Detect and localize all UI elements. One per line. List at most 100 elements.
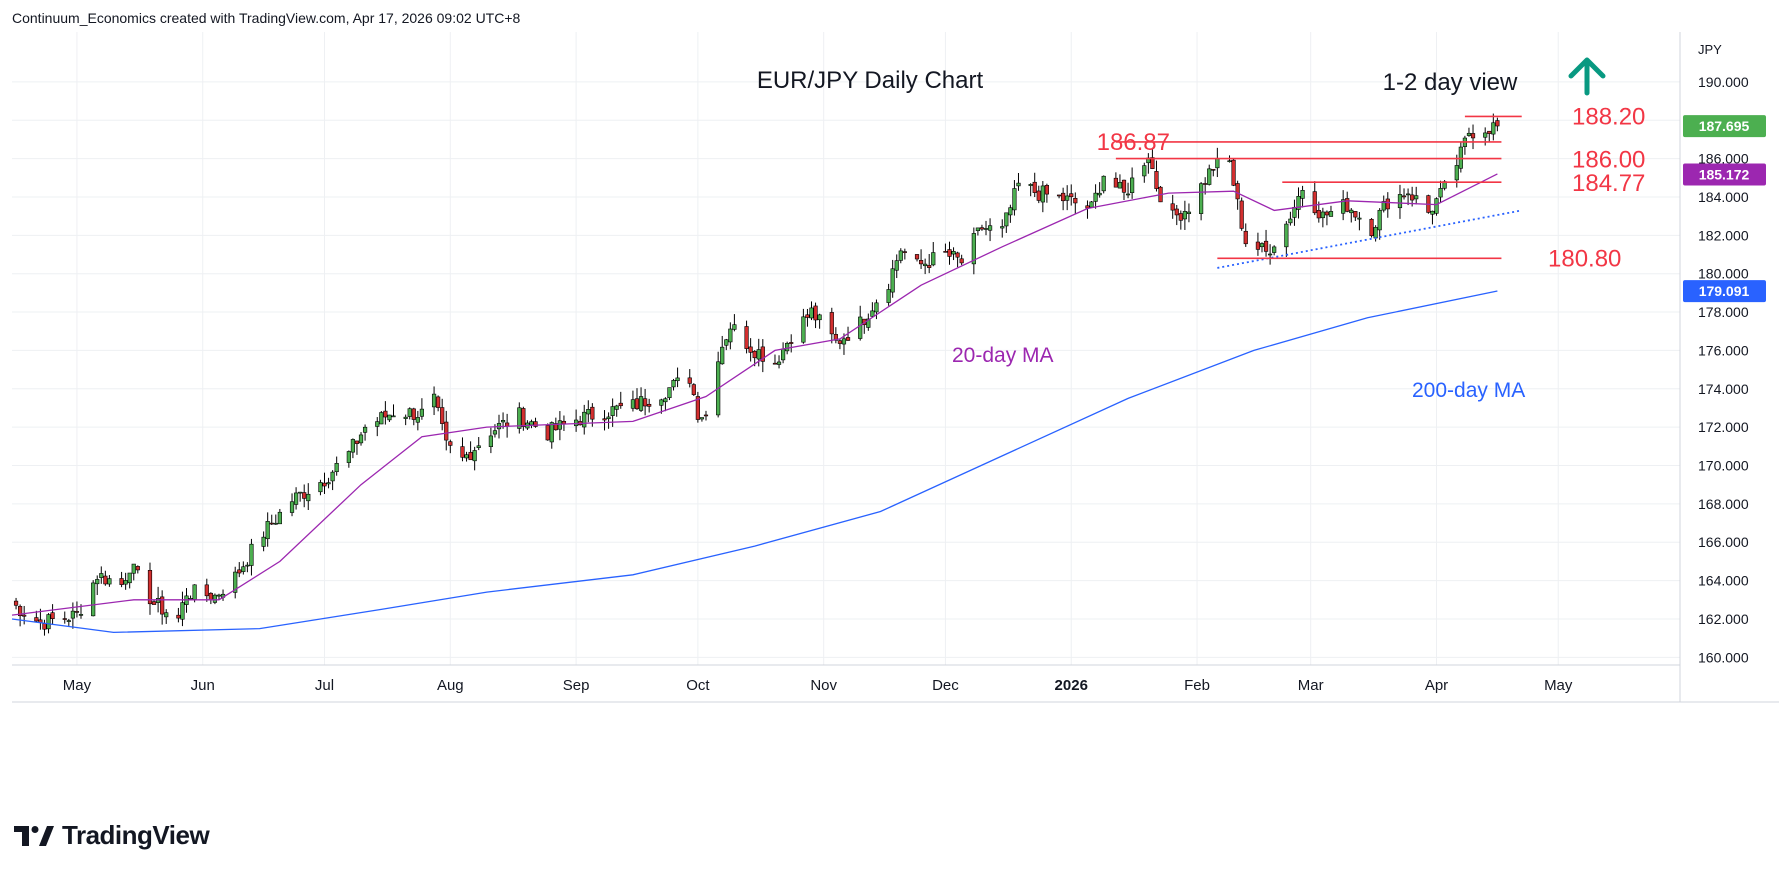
candle-body: [1324, 211, 1330, 216]
candle-body: [1405, 193, 1411, 196]
candle-body: [13, 600, 19, 606]
candle-body: [1125, 193, 1131, 196]
candle-body: [1414, 195, 1419, 200]
x-tick-label: Apr: [1425, 677, 1448, 694]
candle-body: [1328, 211, 1334, 217]
tradingview-logo-icon: [14, 825, 54, 846]
candle-body: [107, 578, 112, 585]
candle-body: [500, 420, 506, 423]
candle-body: [1296, 196, 1301, 210]
y-tick-label: 178.000: [1698, 304, 1749, 320]
y-tick-label: 160.000: [1698, 649, 1749, 665]
candle-body: [375, 421, 380, 427]
candle-body: [1491, 122, 1496, 135]
candle-body: [176, 614, 181, 619]
tradingview-brand-text: TradingView: [62, 820, 210, 850]
candle-body: [1377, 209, 1382, 231]
candle-body: [1430, 210, 1435, 215]
candle-body: [298, 491, 303, 494]
candle-body: [1061, 192, 1066, 202]
candle-body: [306, 493, 311, 502]
y-tick-label: 182.000: [1698, 227, 1749, 243]
candle-body: [923, 263, 928, 267]
candle-body: [1056, 194, 1062, 197]
candle-body: [1268, 253, 1273, 256]
candle-body: [752, 350, 757, 359]
candle-body: [1235, 183, 1240, 200]
candle-body: [468, 451, 473, 461]
candle-body: [208, 592, 213, 601]
price-badge-label: 185.172: [1699, 166, 1750, 182]
candle-body: [1438, 188, 1443, 198]
level-label: 180.80: [1548, 245, 1621, 272]
candle-body: [748, 346, 753, 353]
candle-body: [870, 310, 875, 317]
candle-body: [780, 348, 786, 361]
candle-body: [1170, 203, 1175, 211]
y-tick-label: 176.000: [1698, 342, 1749, 358]
candle-body: [1182, 211, 1187, 220]
candle-body: [1199, 183, 1204, 214]
candle-body: [91, 582, 96, 617]
candle-body: [330, 471, 335, 482]
candle-body: [1300, 189, 1305, 199]
candle-body: [744, 326, 749, 349]
candle-body: [1288, 218, 1293, 224]
candle-body: [971, 233, 976, 265]
candle-body: [245, 564, 250, 567]
level-label: 188.20: [1572, 103, 1645, 130]
candle-body: [890, 268, 895, 293]
candle-body: [1353, 211, 1358, 218]
candle-body: [403, 416, 408, 419]
candle-body: [557, 420, 562, 430]
candle-body: [517, 407, 522, 429]
candle-body: [1259, 243, 1265, 248]
candle-body: [858, 316, 863, 339]
y-tick-label: 170.000: [1698, 458, 1749, 474]
candle-body: [1032, 181, 1037, 193]
price-badge-label: 179.091: [1699, 283, 1750, 299]
candle-body: [983, 228, 989, 230]
x-tick-label: 2026: [1055, 677, 1088, 694]
candle-body: [237, 569, 242, 574]
candle-body: [582, 411, 587, 428]
candle-body: [898, 250, 903, 261]
candle-body: [358, 434, 364, 444]
candle-body: [841, 338, 847, 345]
candle-body: [789, 342, 794, 344]
candle-body: [318, 482, 323, 493]
x-tick-label: Mar: [1298, 677, 1324, 694]
candle-body: [671, 380, 676, 388]
candle-body: [663, 398, 668, 403]
chart-title: EUR/JPY Daily Chart: [757, 67, 984, 94]
candle-body: [277, 511, 282, 525]
candle-body: [322, 482, 327, 487]
candle-body: [602, 418, 607, 421]
candle-body: [74, 611, 80, 613]
candle-body: [1385, 198, 1390, 210]
candle-body: [127, 572, 132, 584]
candle-body: [553, 423, 558, 431]
candle-body: [440, 407, 445, 424]
candle-body: [464, 454, 469, 459]
candle-body: [1284, 223, 1289, 248]
candle-body: [1178, 213, 1183, 221]
candle-body: [837, 340, 843, 344]
candle-body: [951, 251, 956, 255]
candle-body: [574, 419, 579, 427]
candle-body: [801, 316, 806, 343]
candle-body: [1004, 212, 1009, 227]
candle-body: [1316, 209, 1321, 219]
candle-body: [675, 377, 680, 382]
candle-body: [1174, 208, 1179, 216]
tradingview-brand[interactable]: TradingView: [14, 820, 210, 851]
candle-body: [460, 446, 465, 458]
candle-body: [987, 225, 993, 231]
candle-body: [1263, 240, 1269, 252]
candle-body: [70, 610, 75, 619]
candle-body: [354, 440, 360, 444]
candle-body: [947, 249, 952, 257]
candle-body: [874, 302, 879, 313]
candle-body: [131, 563, 136, 574]
candle-body: [1186, 211, 1192, 215]
